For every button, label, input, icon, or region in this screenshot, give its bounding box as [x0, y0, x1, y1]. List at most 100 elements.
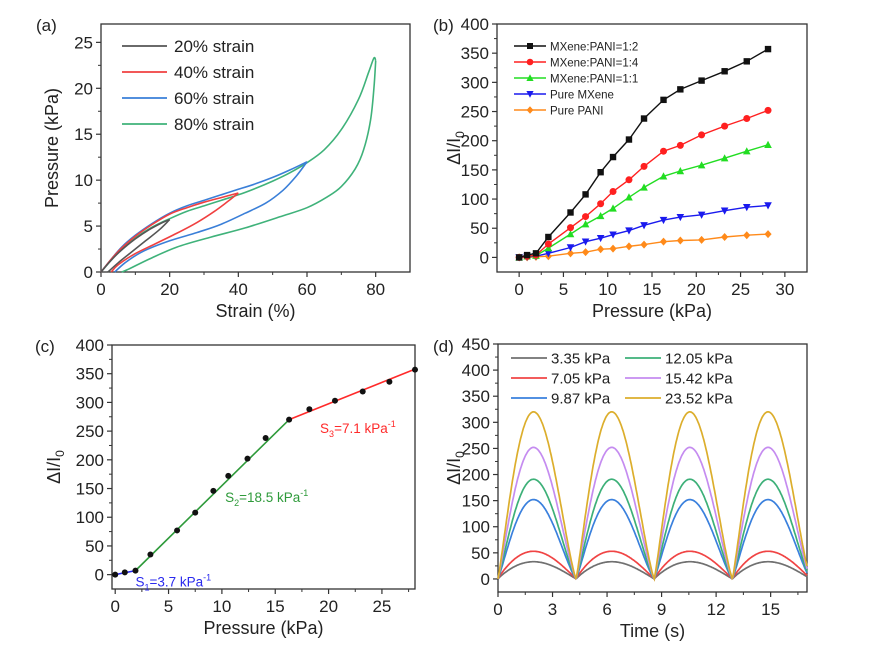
marker-triangle-up [596, 211, 605, 220]
x-tick-label: 10 [598, 280, 617, 299]
marker-diamond [659, 237, 668, 246]
marker-diamond [566, 249, 575, 258]
subscript: 0 [453, 131, 467, 138]
legend-label: 3.35 kPa [551, 351, 611, 368]
marker-triangle-up [676, 167, 685, 175]
panel-label-d: (d) [433, 337, 454, 356]
fit-label: S3=7.1 kPa-1 [320, 419, 396, 439]
x-tick-label: 3 [548, 600, 557, 619]
y-tick-label: 250 [462, 439, 490, 458]
subscript: 0 [453, 451, 467, 458]
marker-circle [660, 147, 668, 155]
y-tick-label: 50 [85, 537, 104, 556]
marker-triangle-up [566, 230, 575, 238]
y-axis-label: Pressure (kPa) [42, 88, 62, 208]
fit-label-value: =3.7 kPa [150, 575, 204, 590]
marker-triangle-up [697, 161, 706, 169]
series-line [519, 233, 769, 259]
marker-circle [544, 240, 552, 248]
marker-square [625, 136, 633, 143]
fit-label-superscript: -1 [300, 488, 308, 498]
y-tick-label: 0 [481, 570, 490, 589]
y-tick-label: 150 [462, 492, 490, 511]
fit-line [134, 419, 290, 572]
data-point [132, 567, 139, 574]
marker-triangle-down [742, 204, 751, 212]
marker-triangle-up [526, 74, 534, 81]
marker-diamond [581, 248, 590, 257]
y-tick-label: 250 [76, 422, 104, 441]
panel-label-a: (a) [36, 16, 57, 35]
fit-label: S2=18.5 kPa-1 [225, 488, 308, 508]
y-tick-label: 400 [76, 336, 104, 355]
marker-diamond [597, 245, 605, 254]
marker-triangle-up [609, 204, 617, 212]
marker-square [545, 233, 552, 241]
marker-circle [676, 141, 684, 149]
marker-square [523, 251, 531, 259]
marker-triangle-up [764, 140, 772, 148]
y-tick-label: 50 [470, 219, 489, 238]
x-tick-label: 0 [96, 280, 105, 299]
y-tick-label: 100 [462, 518, 490, 537]
y-axis-label: ΔI/I0 [444, 451, 467, 485]
marker-square [677, 86, 684, 93]
marker-square [609, 153, 617, 161]
series-line [497, 446, 808, 582]
series-line-loading [100, 218, 171, 273]
y-tick-label: 450 [462, 335, 490, 354]
marker-diamond [698, 235, 706, 244]
legend-label: 80% strain [174, 115, 254, 134]
plot-frame [111, 344, 416, 590]
fit-line [288, 368, 416, 421]
y-tick-label: 400 [462, 361, 490, 380]
legend-label: Pure MXene [550, 90, 614, 102]
fit-label-main: S [225, 490, 234, 505]
x-axis-label: Pressure (kPa) [592, 301, 712, 321]
fit-label-main: S [135, 575, 144, 590]
fit-label-subscript: 1 [144, 583, 149, 593]
x-tick-label: 60 [298, 280, 317, 299]
x-tick-label: 5 [164, 597, 173, 616]
marker-diamond [764, 230, 772, 239]
data-point [147, 551, 154, 558]
x-tick-label: 12 [707, 600, 726, 619]
marker-triangle-up [581, 220, 590, 228]
series-line [518, 48, 769, 259]
plot-frame [497, 343, 808, 593]
y-tick-label: 200 [462, 466, 490, 485]
y-tick-label: 0 [95, 566, 104, 585]
y-tick-label: 10 [74, 171, 93, 190]
y-tick-label: 15 [74, 125, 93, 144]
y-tick-label: 350 [76, 365, 104, 384]
marker-triangle-down [720, 207, 729, 215]
data-point [262, 435, 269, 442]
marker-triangle-up [625, 193, 633, 201]
x-tick-label: 80 [366, 280, 385, 299]
y-tick-label: 100 [76, 508, 104, 527]
panel-d: (d) 0 3 6 9 12 15050100150200250300350400450T… [433, 335, 808, 641]
series-line [518, 144, 769, 259]
marker-triangle-up [659, 172, 668, 180]
y-tick-label: 300 [76, 393, 104, 412]
fit-label-value: =18.5 kPa [239, 490, 301, 505]
legend-label: 60% strain [174, 89, 254, 108]
marker-triangle-up [720, 154, 729, 162]
plot-frame [100, 23, 411, 273]
marker-square [515, 254, 523, 261]
panel-label-c: (c) [35, 337, 55, 356]
marker-triangle-up [742, 147, 751, 155]
marker-circle [640, 162, 648, 170]
fit-label-main: S [320, 421, 329, 436]
data-point [306, 406, 313, 413]
marker-triangle-up [640, 183, 648, 191]
x-tick-label: 20 [319, 597, 338, 616]
y-axis-label: ΔI/I0 [444, 131, 467, 165]
marker-circle [582, 213, 590, 221]
x-tick-label: 0 [110, 597, 119, 616]
y-tick-label: 350 [461, 44, 489, 63]
data-point [121, 569, 128, 576]
marker-triangle-down [764, 202, 772, 210]
data-point [244, 455, 251, 462]
